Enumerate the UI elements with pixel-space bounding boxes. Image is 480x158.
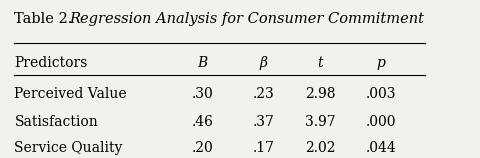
Text: .20: .20 (192, 141, 213, 155)
Text: .46: .46 (191, 115, 213, 129)
Text: 2.98: 2.98 (305, 87, 336, 101)
Text: Table 2.: Table 2. (14, 12, 77, 26)
Text: .000: .000 (366, 115, 396, 129)
Text: .17: .17 (252, 141, 275, 155)
Text: Regression Analysis for Consumer Commitment: Regression Analysis for Consumer Commitm… (69, 12, 424, 26)
Text: .003: .003 (366, 87, 396, 101)
Text: Service Quality: Service Quality (14, 141, 123, 155)
Text: t: t (317, 56, 323, 70)
Text: Satisfaction: Satisfaction (14, 115, 98, 129)
Text: .37: .37 (252, 115, 274, 129)
Text: .044: .044 (366, 141, 396, 155)
Text: Predictors: Predictors (14, 56, 88, 70)
Text: .30: .30 (192, 87, 213, 101)
Text: B: B (197, 56, 207, 70)
Text: .23: .23 (252, 87, 274, 101)
Text: 2.02: 2.02 (305, 141, 336, 155)
Text: β: β (259, 56, 267, 70)
Text: p: p (377, 56, 385, 70)
Text: 3.97: 3.97 (305, 115, 336, 129)
Text: Perceived Value: Perceived Value (14, 87, 127, 101)
